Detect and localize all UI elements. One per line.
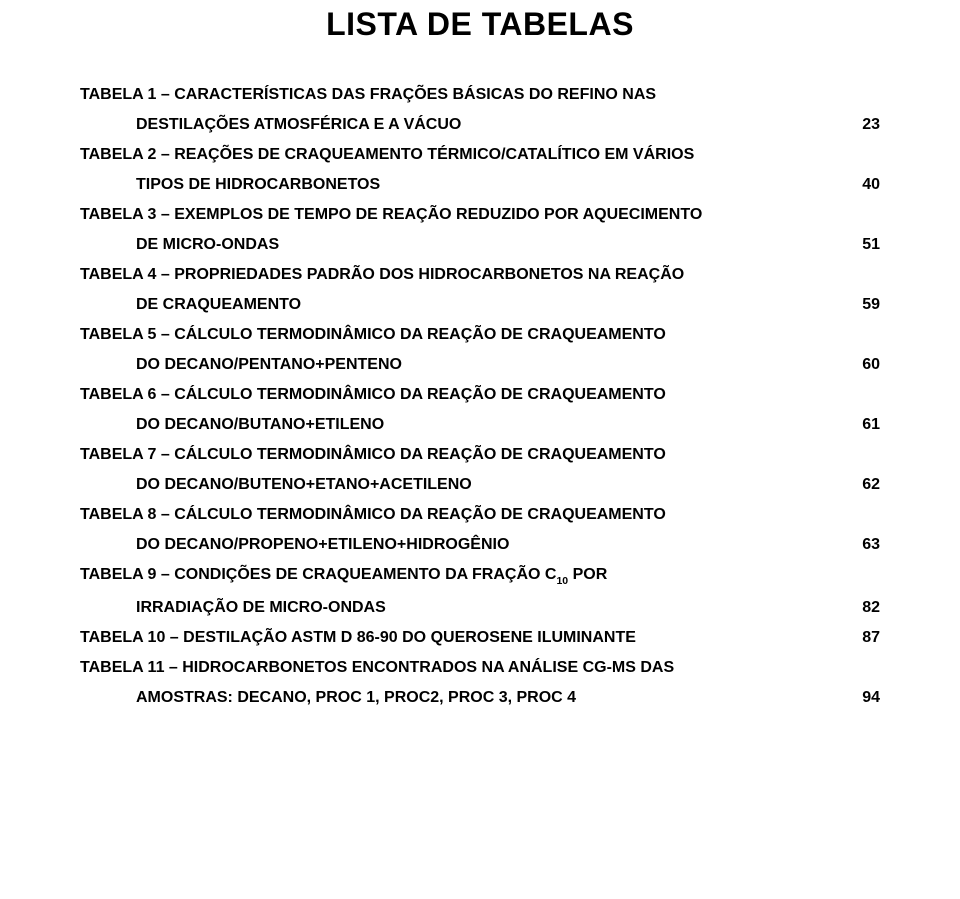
toc-line: TABELA 10 – DESTILAÇÃO ASTM D 86-90 DO Q… — [80, 630, 880, 646]
toc-line: IRRADIAÇÃO DE MICRO-ONDAS 82 — [80, 600, 880, 616]
toc-text: TABELA 6 – CÁLCULO TERMODINÂMICO DA REAÇ… — [80, 387, 666, 403]
toc-text: TABELA 2 – REAÇÕES DE CRAQUEAMENTO TÉRMI… — [80, 147, 694, 163]
toc-line: DESTILAÇÕES ATMOSFÉRICA E A VÁCUO 23 — [80, 117, 880, 133]
toc-text: DE MICRO-ONDAS — [136, 237, 279, 253]
toc-line: DO DECANO/PENTANO+PENTENO 60 — [80, 357, 880, 373]
page-number: 82 — [862, 600, 880, 616]
page-number: 94 — [862, 690, 880, 706]
toc-line: TABELA 5 – CÁLCULO TERMODINÂMICO DA REAÇ… — [80, 327, 880, 343]
toc-line: DO DECANO/BUTANO+ETILENO 61 — [80, 417, 880, 433]
toc-text: TABELA 9 – CONDIÇÕES DE CRAQUEAMENTO DA … — [80, 567, 607, 586]
toc-text: DO DECANO/PROPENO+ETILENO+HIDROGÊNIO — [136, 537, 509, 553]
toc-text: AMOSTRAS: DECANO, PROC 1, PROC2, PROC 3,… — [136, 690, 576, 706]
page-number: 62 — [862, 477, 880, 493]
page-number: 51 — [862, 237, 880, 253]
toc-line: TIPOS DE HIDROCARBONETOS 40 — [80, 177, 880, 193]
toc-text: IRRADIAÇÃO DE MICRO-ONDAS — [136, 600, 386, 616]
toc-line: TABELA 3 – EXEMPLOS DE TEMPO DE REAÇÃO R… — [80, 207, 880, 223]
page-number: 40 — [862, 177, 880, 193]
toc-text: TABELA 1 – CARACTERÍSTICAS DAS FRAÇÕES B… — [80, 87, 656, 103]
page-number: 87 — [862, 630, 880, 646]
toc-text: TABELA 4 – PROPRIEDADES PADRÃO DOS HIDRO… — [80, 267, 684, 283]
toc-text: DESTILAÇÕES ATMOSFÉRICA E A VÁCUO — [136, 117, 461, 133]
toc-text: TABELA 3 – EXEMPLOS DE TEMPO DE REAÇÃO R… — [80, 207, 702, 223]
toc-line: TABELA 9 – CONDIÇÕES DE CRAQUEAMENTO DA … — [80, 567, 880, 586]
toc-text: TABELA 7 – CÁLCULO TERMODINÂMICO DA REAÇ… — [80, 447, 666, 463]
toc-line: TABELA 11 – HIDROCARBONETOS ENCONTRADOS … — [80, 660, 880, 676]
toc-line: DO DECANO/PROPENO+ETILENO+HIDROGÊNIO 63 — [80, 537, 880, 553]
toc-text: TABELA 11 – HIDROCARBONETOS ENCONTRADOS … — [80, 660, 674, 676]
toc-text: DE CRAQUEAMENTO — [136, 297, 301, 313]
toc-line: TABELA 4 – PROPRIEDADES PADRÃO DOS HIDRO… — [80, 267, 880, 283]
toc-line: DO DECANO/BUTENO+ETANO+ACETILENO 62 — [80, 477, 880, 493]
subscript: 10 — [556, 575, 568, 587]
page-number: 63 — [862, 537, 880, 553]
toc-line: DE MICRO-ONDAS 51 — [80, 237, 880, 253]
toc-text: TABELA 5 – CÁLCULO TERMODINÂMICO DA REAÇ… — [80, 327, 666, 343]
toc-text: DO DECANO/PENTANO+PENTENO — [136, 357, 402, 373]
page-title: LISTA DE TABELAS — [80, 0, 880, 87]
toc-line: AMOSTRAS: DECANO, PROC 1, PROC2, PROC 3,… — [80, 690, 880, 706]
toc-text: TABELA 10 – DESTILAÇÃO ASTM D 86-90 DO Q… — [80, 630, 636, 646]
page-number: 23 — [862, 117, 880, 133]
page-number: 60 — [862, 357, 880, 373]
toc-line: DE CRAQUEAMENTO 59 — [80, 297, 880, 313]
toc-text: TIPOS DE HIDROCARBONETOS — [136, 177, 380, 193]
toc-text: DO DECANO/BUTANO+ETILENO — [136, 417, 384, 433]
toc-text: TABELA 8 – CÁLCULO TERMODINÂMICO DA REAÇ… — [80, 507, 666, 523]
toc-entries: TABELA 1 – CARACTERÍSTICAS DAS FRAÇÕES B… — [80, 87, 880, 706]
toc-text: DO DECANO/BUTENO+ETANO+ACETILENO — [136, 477, 472, 493]
toc-line: TABELA 1 – CARACTERÍSTICAS DAS FRAÇÕES B… — [80, 87, 880, 103]
toc-line: TABELA 8 – CÁLCULO TERMODINÂMICO DA REAÇ… — [80, 507, 880, 523]
toc-line: TABELA 2 – REAÇÕES DE CRAQUEAMENTO TÉRMI… — [80, 147, 880, 163]
toc-line: TABELA 7 – CÁLCULO TERMODINÂMICO DA REAÇ… — [80, 447, 880, 463]
document-page: LISTA DE TABELAS TABELA 1 – CARACTERÍSTI… — [0, 0, 960, 899]
page-number: 59 — [862, 297, 880, 313]
toc-line: TABELA 6 – CÁLCULO TERMODINÂMICO DA REAÇ… — [80, 387, 880, 403]
page-number: 61 — [862, 417, 880, 433]
